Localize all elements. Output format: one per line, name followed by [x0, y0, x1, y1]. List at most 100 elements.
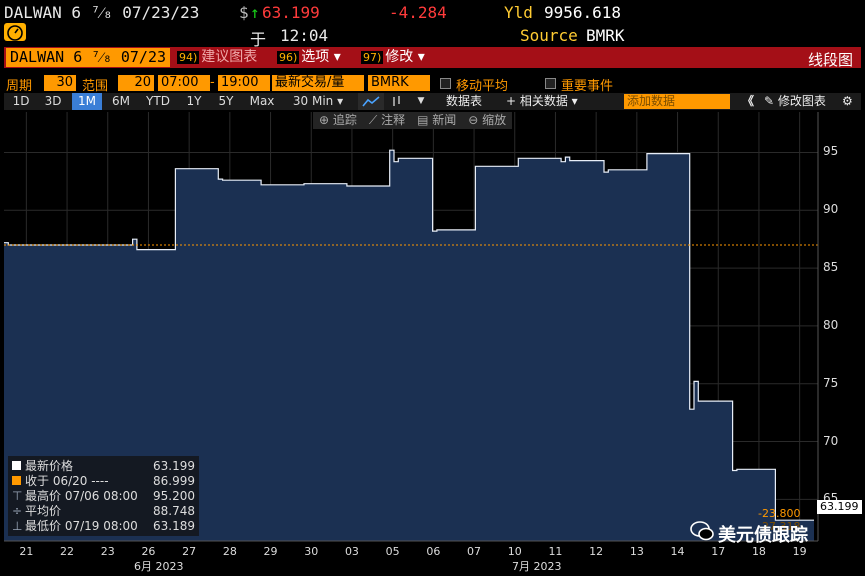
- security-ticker: DALWAN 6 ⁷⁄₈ 07/23/23: [4, 3, 200, 22]
- period-1m-button[interactable]: 1M: [72, 93, 102, 110]
- legend-row-low: ⊥ 最低价 07/19 08:00: [12, 519, 138, 533]
- price-change: -4.284: [389, 3, 447, 22]
- chart-type-label: 线段图: [807, 51, 853, 69]
- legend-label-low: 最低价 07/19 08:00: [25, 519, 138, 533]
- x-tick-3: 26: [141, 545, 156, 558]
- change-tag-secondary: -27.318: [758, 520, 801, 533]
- options-button[interactable]: 96) 选项 ▾: [274, 49, 344, 66]
- high-marker-icon: ⊤: [12, 489, 23, 503]
- last-price: 63.199: [262, 3, 320, 22]
- moving-average-checkbox[interactable]: [440, 78, 451, 89]
- legend-value-last-price: 63.199: [153, 459, 195, 473]
- key-events-label: 重要事件: [561, 79, 614, 94]
- time-prefix: 于: [250, 30, 267, 49]
- bar-type-icon[interactable]: [386, 93, 408, 110]
- x-tick-1: 22: [60, 545, 75, 558]
- x-tick-4: 27: [182, 545, 197, 558]
- x-tick-10: 06: [426, 545, 441, 558]
- source-code-field[interactable]: BMRK: [368, 75, 430, 91]
- zoom-tool[interactable]: ⊖ 缩放: [468, 113, 507, 127]
- news-tool[interactable]: ▤ 新闻: [417, 113, 457, 127]
- y-tick-70: 70: [823, 433, 839, 448]
- watermark-text: 美元债跟踪: [718, 525, 808, 546]
- function-title-bar: DALWAN 6 ⁷⁄₈ 07/23 94) 建议图表 96) 选项 ▾ 97) 修改…: [4, 47, 861, 69]
- period-5y-button[interactable]: 5Y: [218, 94, 234, 108]
- time-to-field[interactable]: 19:00: [218, 75, 270, 91]
- x-tick-8: 03: [344, 545, 359, 558]
- legend-swatch-orange-icon: [12, 476, 21, 485]
- range-field[interactable]: 20: [118, 75, 154, 91]
- related-data-button[interactable]: + 相关数据 ▾: [506, 94, 578, 108]
- legend-row-high: ⊤ 最高价 07/06 08:00: [12, 489, 138, 503]
- legend-row-average: ÷ 平均价: [12, 504, 61, 518]
- suggested-charts-number: 94): [177, 51, 200, 64]
- edit-chart-label: 修改图表: [777, 94, 826, 108]
- options-label: 选项 ▾: [301, 49, 341, 65]
- data-table-button[interactable]: 数据表: [446, 94, 483, 108]
- change-tag: -23.800: [758, 507, 801, 520]
- annotate-tool[interactable]: ⟋ 注释: [368, 113, 406, 127]
- y-tick-75: 75: [823, 375, 839, 390]
- time-separator: -: [210, 75, 215, 90]
- edit-button[interactable]: 97) 修改 ▾: [358, 49, 428, 66]
- line-chart-icon[interactable]: [358, 93, 384, 110]
- range-label: 范围: [82, 79, 109, 94]
- legend-value-average: 88.748: [153, 504, 195, 518]
- edit-number: 97): [361, 51, 384, 64]
- period-3d-button[interactable]: 3D: [44, 94, 62, 108]
- chart-legend[interactable]: 最新价格 63.199 收于 06/20 ---- 86.999 ⊤ 最高价 07…: [8, 456, 199, 536]
- yield-value: 9956.618: [544, 3, 622, 22]
- x-tick-0: 21: [19, 545, 34, 558]
- edit-chart-button[interactable]: ✎ 修改图表: [764, 93, 826, 110]
- y-tick-85: 85: [823, 260, 839, 275]
- price-source-dropdown[interactable]: 最新交易/量: [272, 75, 364, 91]
- gear-icon[interactable]: ⚙: [842, 94, 853, 108]
- yield-label: Yld: [504, 3, 533, 22]
- interval-dropdown[interactable]: 30 Min ▾: [292, 94, 344, 108]
- x-tick-14: 12: [589, 545, 604, 558]
- period-1d-button[interactable]: 1D: [12, 94, 30, 108]
- add-data-input[interactable]: 添加数据: [624, 94, 730, 109]
- alert-gauge-icon[interactable]: [4, 23, 26, 41]
- x-tick-13: 11: [548, 545, 563, 558]
- x-tick-15: 13: [629, 545, 644, 558]
- legend-value-low: 63.189: [153, 519, 195, 533]
- period-label: 周期: [6, 79, 33, 94]
- period-max-button[interactable]: Max: [249, 94, 275, 108]
- up-arrow-icon: ↑: [250, 3, 260, 22]
- legend-row-last-price: 最新价格: [12, 459, 73, 473]
- x-tick-7: 30: [304, 545, 319, 558]
- x-tick-16: 14: [670, 545, 685, 558]
- legend-swatch-square-icon: [12, 461, 21, 470]
- legend-row-prior-close: 收于 06/20 ----: [12, 474, 109, 488]
- legend-label-prior-close: 收于 06/20 ----: [25, 474, 109, 488]
- last-price-tag: 63.199: [817, 500, 862, 514]
- price-line: [4, 149, 814, 521]
- source-value: BMRK: [586, 26, 625, 45]
- period-field[interactable]: 30: [44, 75, 76, 91]
- chart-type-chevron-icon[interactable]: ▼: [417, 96, 425, 106]
- options-number: 96): [277, 51, 300, 64]
- period-6m-button[interactable]: 6M: [112, 94, 130, 108]
- legend-value-prior-close: 86.999: [153, 474, 195, 488]
- chart-tool-strip: ⊕ 追踪 ⟋ 注释 ▤ 新闻 ⊖ 缩放: [313, 112, 513, 129]
- suggested-charts-button[interactable]: 94) 建议图表: [174, 49, 260, 66]
- period-ytd-button[interactable]: YTD: [146, 94, 170, 108]
- collapse-icon[interactable]: 《: [742, 94, 755, 108]
- x-tick-2: 23: [100, 545, 115, 558]
- legend-label-high: 最高价 07/06 08:00: [25, 489, 138, 503]
- time-from-field[interactable]: 07:00: [158, 75, 210, 91]
- track-tool[interactable]: ⊕ 追踪: [319, 113, 357, 127]
- period-1y-button[interactable]: 1Y: [186, 94, 202, 108]
- key-events-checkbox[interactable]: [545, 78, 556, 89]
- quote-time: 12:04: [280, 26, 329, 45]
- y-tick-80: 80: [823, 317, 839, 332]
- titlebar-ticker[interactable]: DALWAN 6 ⁷⁄₈ 07/23: [6, 48, 171, 67]
- x-tick-12: 10: [507, 545, 522, 558]
- x-tick-19: 19: [792, 545, 807, 558]
- x-tick-11: 07: [467, 545, 482, 558]
- month-label-june: 6月 2023: [134, 560, 184, 573]
- legend-value-high: 95.200: [153, 489, 195, 503]
